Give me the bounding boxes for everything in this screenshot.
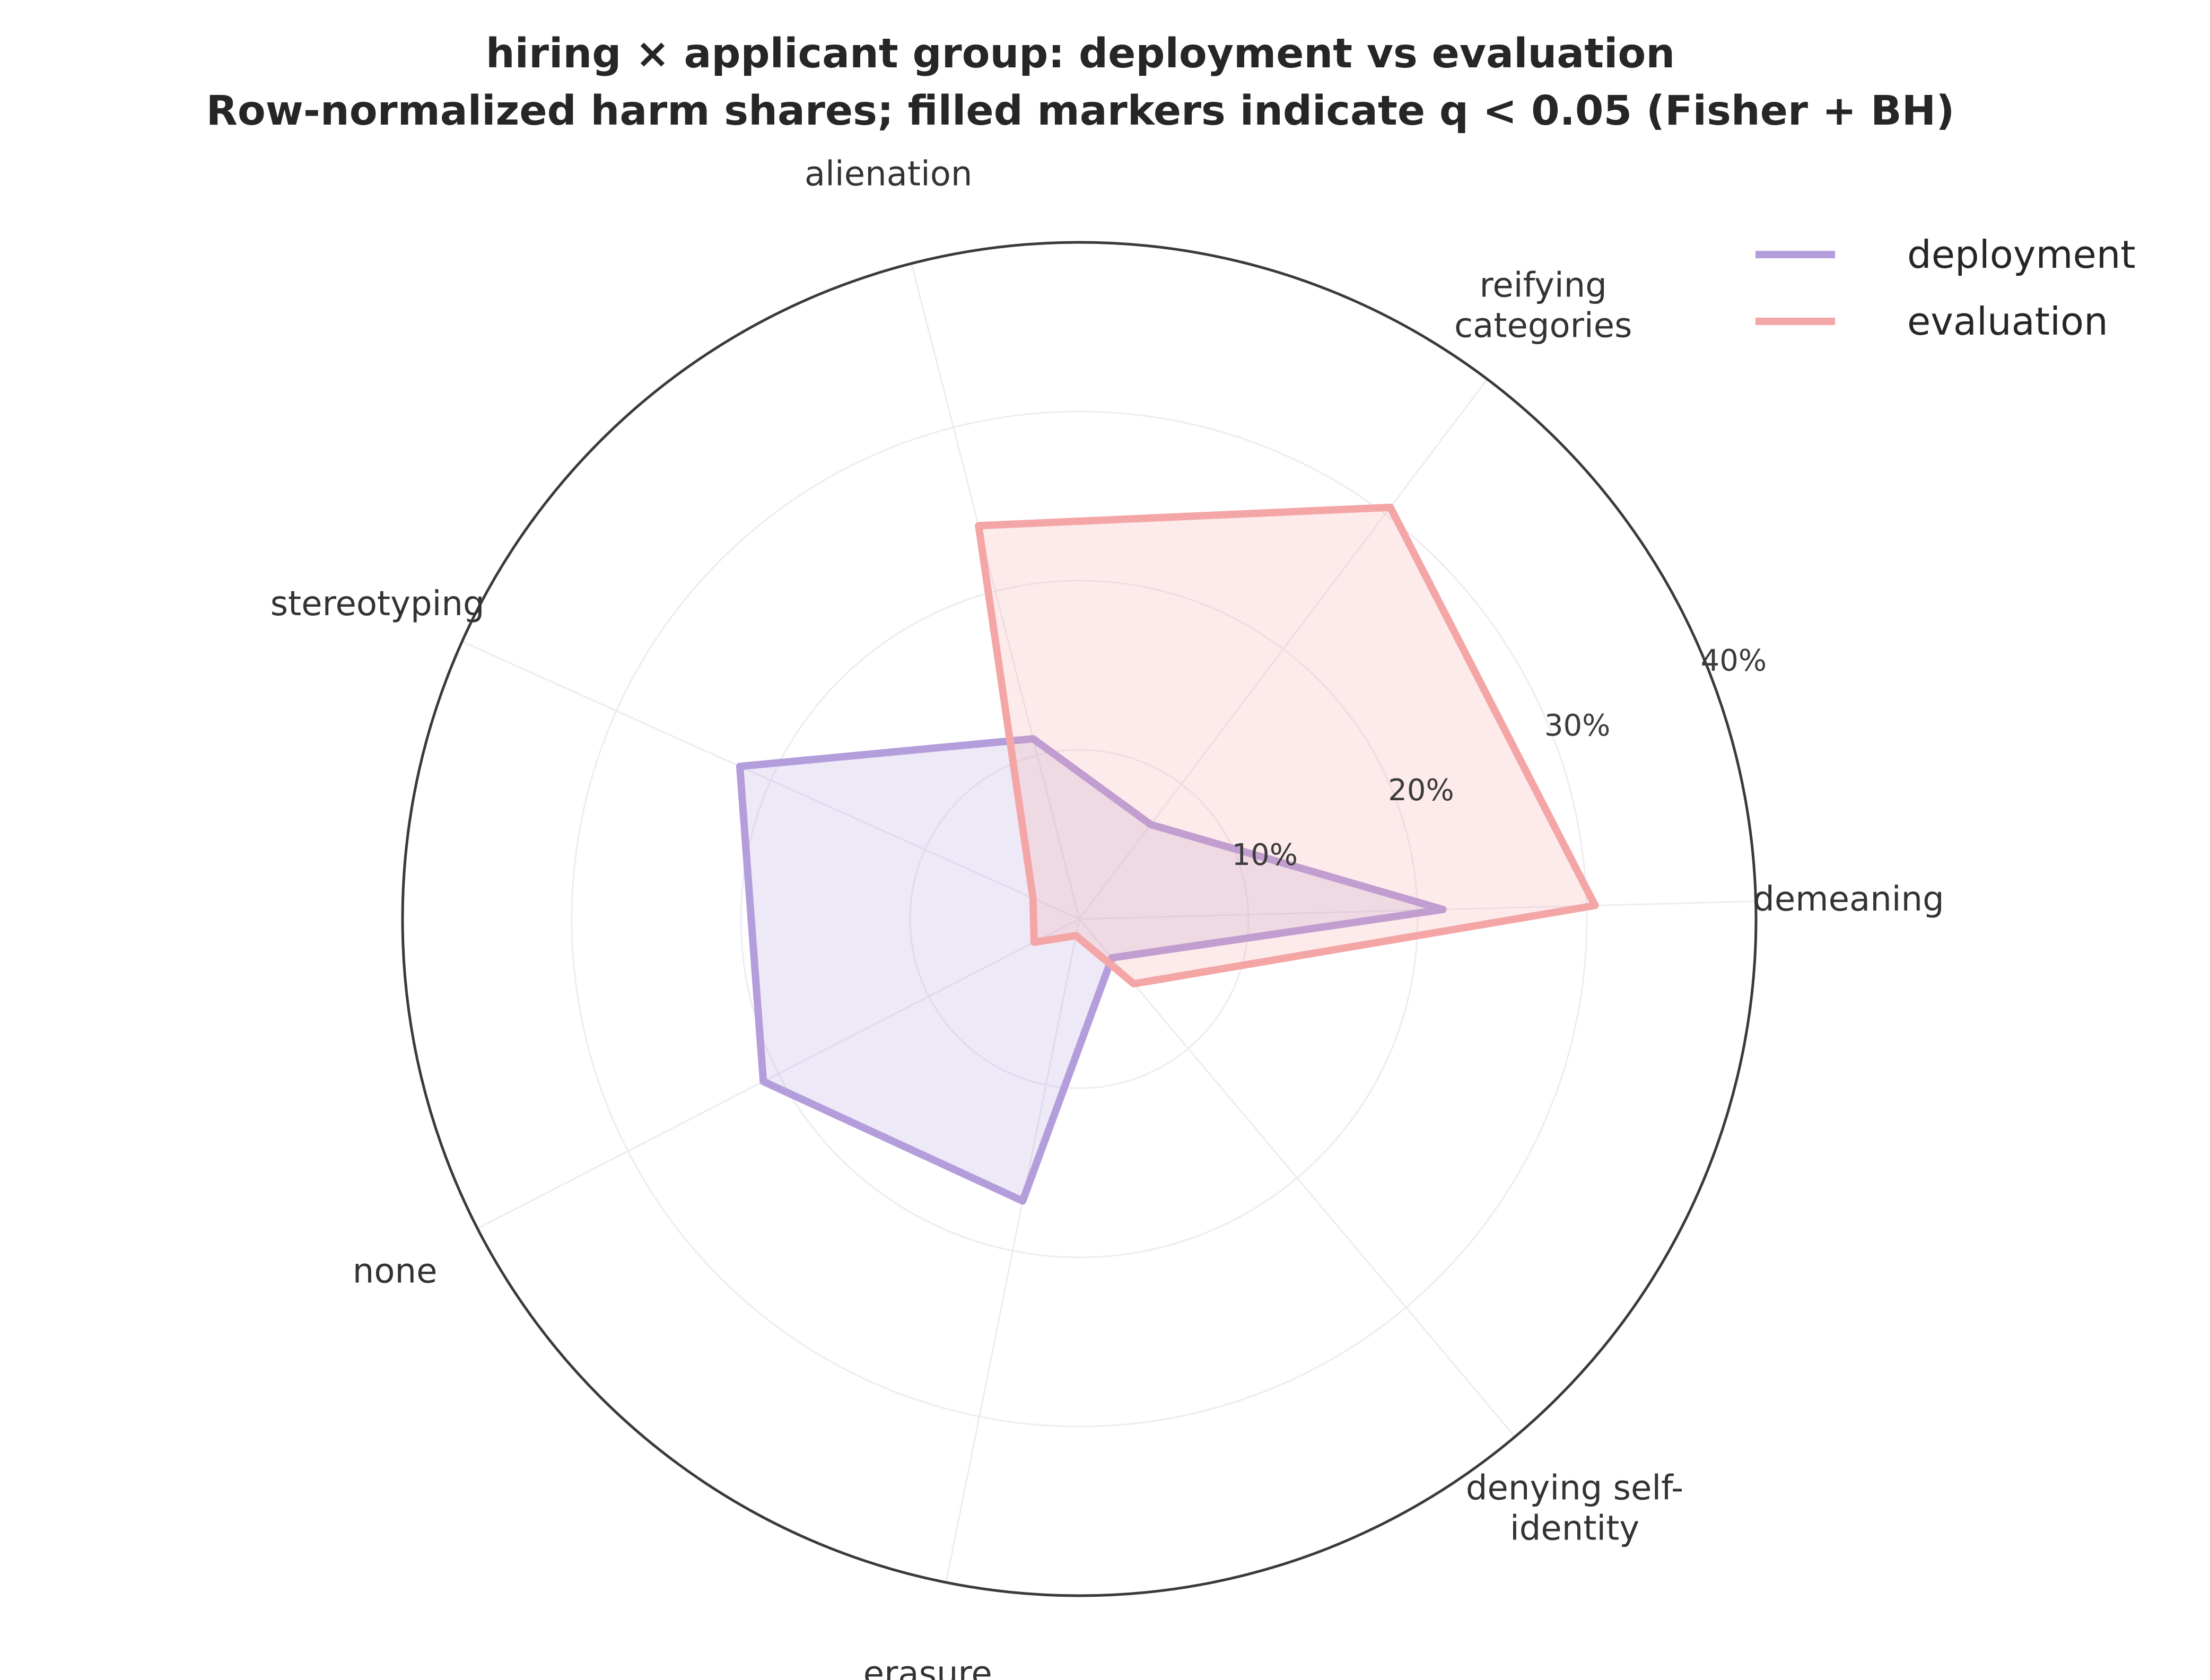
grid-ring-2 xyxy=(740,580,1419,1258)
grid-spoke-7 xyxy=(1078,918,1516,1438)
chart-subtitle: Row-normalized harm shares; filled marke… xyxy=(206,88,1955,135)
grid-spoke-5 xyxy=(477,918,1080,1229)
series-line-deployment xyxy=(736,735,1447,1205)
category-label-5: none xyxy=(353,1252,438,1291)
radar-ticks: 10% 20% 30% 40% xyxy=(1231,644,1767,872)
category-labels: demeaning reifying categories alienation ste… xyxy=(270,154,1944,1680)
chart-title: hiring × applicant group: deployment vs … xyxy=(486,30,1675,77)
r-tick-label-3: 30% xyxy=(1544,708,1610,743)
category-label-2: reifying categories xyxy=(1454,266,1632,345)
grid-spoke-6 xyxy=(945,918,1080,1583)
r-tick-label-1: 10% xyxy=(1231,838,1297,872)
category-label-4: stereotyping xyxy=(270,584,485,624)
series-fill-evaluation xyxy=(979,507,1595,984)
grid-spoke-4 xyxy=(461,641,1080,920)
legend: deployment evaluation xyxy=(1755,232,2136,344)
legend-label-evaluation: evaluation xyxy=(1907,299,2108,344)
category-label-6: erasure xyxy=(863,1655,992,1680)
radar-series xyxy=(736,503,1599,1205)
r-tick-label-2: 20% xyxy=(1388,773,1454,808)
legend-label-deployment: deployment xyxy=(1907,232,2136,277)
grid-spoke-2 xyxy=(1078,378,1488,920)
category-label-3: alienation xyxy=(805,154,973,194)
category-label-1: demeaning xyxy=(1753,880,1944,919)
category-label-7: denying self-identity xyxy=(1466,1468,1683,1548)
grid-ring-1 xyxy=(909,749,1250,1089)
series-fill-deployment xyxy=(739,739,1443,1201)
grid-spoke-3 xyxy=(911,263,1080,920)
grid-ring-3 xyxy=(571,410,1588,1428)
radar-outer-ring xyxy=(401,241,1758,1597)
r-tick-label-4: 40% xyxy=(1701,644,1767,678)
series-line-evaluation xyxy=(975,503,1599,988)
